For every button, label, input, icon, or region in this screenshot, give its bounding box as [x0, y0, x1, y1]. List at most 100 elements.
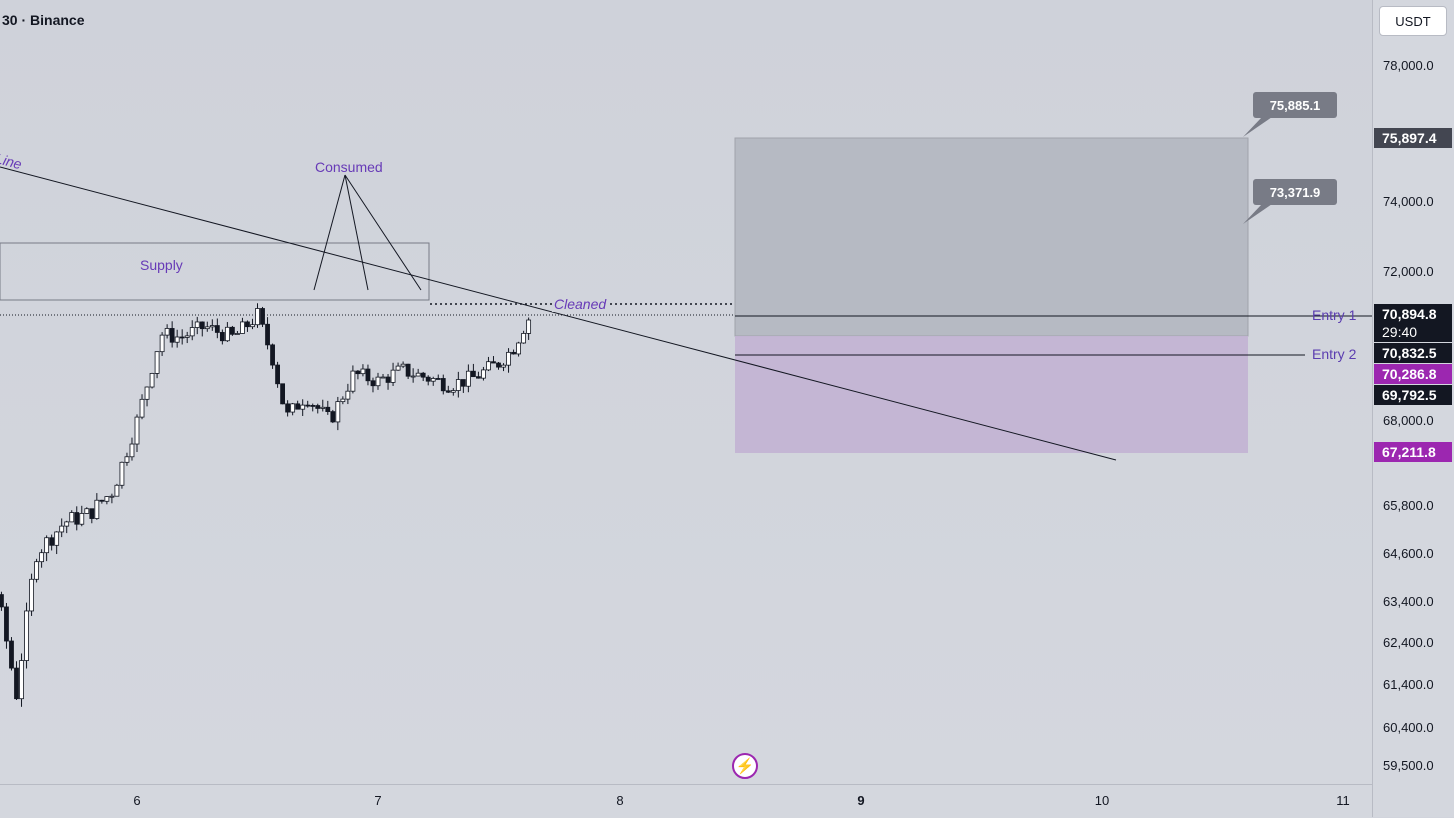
price-tick: 68,000.0 — [1383, 413, 1434, 428]
candle-body — [516, 342, 521, 355]
candle-body — [209, 325, 215, 328]
candle-body — [164, 328, 170, 336]
trend-line — [0, 166, 1117, 461]
candle-body — [425, 376, 431, 382]
candle-body — [345, 390, 351, 400]
consumed-pointers — [313, 174, 422, 291]
candle-body — [360, 368, 366, 375]
candle-body — [395, 365, 401, 371]
candle-body — [134, 416, 140, 445]
candle-body — [275, 364, 280, 385]
candle-body — [491, 361, 496, 364]
candle-body — [74, 512, 80, 525]
candle-body — [4, 606, 9, 642]
tag-countdown: 29:40 — [1374, 322, 1452, 342]
candle-body — [400, 363, 406, 367]
candle-body — [506, 351, 511, 366]
time-tick: 11 — [1336, 793, 1350, 808]
candle-body — [159, 334, 165, 353]
candle-body — [89, 508, 95, 519]
candle-body — [129, 443, 135, 458]
candle-body — [300, 404, 306, 410]
candle-body — [189, 327, 195, 337]
price-axis[interactable]: 78,000.0 74,000.0 72,000.0 68,000.0 65,800.0… — [1372, 0, 1454, 817]
candle-body — [79, 513, 85, 525]
candle-body — [511, 351, 516, 355]
candle-body — [219, 332, 225, 342]
candle-body — [460, 379, 466, 387]
price-tick: 61,400.0 — [1383, 677, 1434, 692]
candle-body — [260, 308, 265, 325]
callout-mid: 73,371.9 — [1253, 179, 1337, 205]
candle-body — [501, 364, 506, 368]
profit-zone — [734, 137, 1249, 337]
candle-body — [335, 401, 341, 423]
candle-body — [405, 363, 411, 377]
symbol-title: 30 · Binance — [2, 12, 85, 28]
candle-body — [114, 484, 120, 497]
time-tick: 9 — [857, 793, 865, 808]
time-tick: 8 — [616, 793, 624, 808]
candle-body — [154, 351, 160, 374]
candle-body — [305, 404, 311, 407]
candle-body — [240, 321, 245, 334]
candle-body — [310, 405, 316, 407]
candle-body — [149, 373, 155, 388]
candle-body — [440, 378, 446, 392]
price-chart[interactable] — [0, 0, 1372, 784]
price-tick: 74,000.0 — [1383, 194, 1434, 209]
candle-body — [521, 333, 527, 344]
candle-body — [445, 390, 451, 393]
candle-body — [435, 378, 441, 380]
time-axis[interactable]: 6 7 8 9 10 11 — [0, 784, 1372, 818]
candle-body — [320, 406, 326, 409]
candle-body — [476, 376, 481, 379]
candle-body — [270, 344, 275, 366]
lightning-bolt-icon[interactable]: ⚡ — [732, 753, 758, 779]
time-tick: 10 — [1094, 793, 1110, 808]
candle-body — [455, 379, 461, 391]
candle-body — [350, 370, 356, 392]
candle-body — [39, 552, 45, 563]
price-tick: 72,000.0 — [1383, 264, 1434, 279]
candle-body — [104, 496, 110, 502]
consumed-label: Consumed — [315, 159, 383, 175]
candle-body — [19, 660, 24, 700]
candle-body — [375, 376, 381, 387]
currency-button[interactable]: USDT — [1379, 6, 1447, 36]
tag-upper-zone: 70,286.8 — [1374, 364, 1452, 384]
candle-body — [24, 610, 29, 661]
tag-entry2: 70,832.5 — [1374, 343, 1452, 363]
candle-body — [385, 376, 391, 383]
chart-pane[interactable]: 30 · Binance Line Supply Consumed Cleane… — [0, 0, 1372, 784]
price-tick: 63,400.0 — [1383, 594, 1434, 609]
supply-zone — [0, 242, 430, 301]
candle-body — [250, 324, 255, 328]
candles-group — [0, 303, 532, 707]
candle-body — [420, 372, 426, 378]
candle-body — [330, 411, 336, 423]
candle-body — [255, 308, 260, 326]
callout-top: 75,885.1 — [1253, 92, 1337, 118]
candle-body — [410, 375, 416, 378]
price-tick: 64,600.0 — [1383, 546, 1434, 561]
candle-body — [99, 499, 105, 502]
candle-body — [325, 406, 331, 413]
candle-body — [174, 336, 180, 343]
candle-body — [390, 369, 396, 383]
candle-body — [184, 335, 190, 338]
candle-body — [59, 525, 65, 533]
entry-zone — [735, 336, 1248, 453]
price-tick: 60,400.0 — [1383, 720, 1434, 735]
supply-label: Supply — [140, 257, 183, 273]
candle-body — [290, 403, 296, 413]
candle-body — [9, 640, 14, 669]
candle-body — [415, 372, 421, 377]
candle-body — [285, 403, 291, 413]
candle-body — [69, 512, 75, 523]
candle-body — [44, 537, 50, 554]
candle-body — [109, 495, 115, 498]
candle-body — [315, 405, 321, 409]
candle-body — [229, 326, 235, 335]
candle-body — [199, 321, 205, 330]
